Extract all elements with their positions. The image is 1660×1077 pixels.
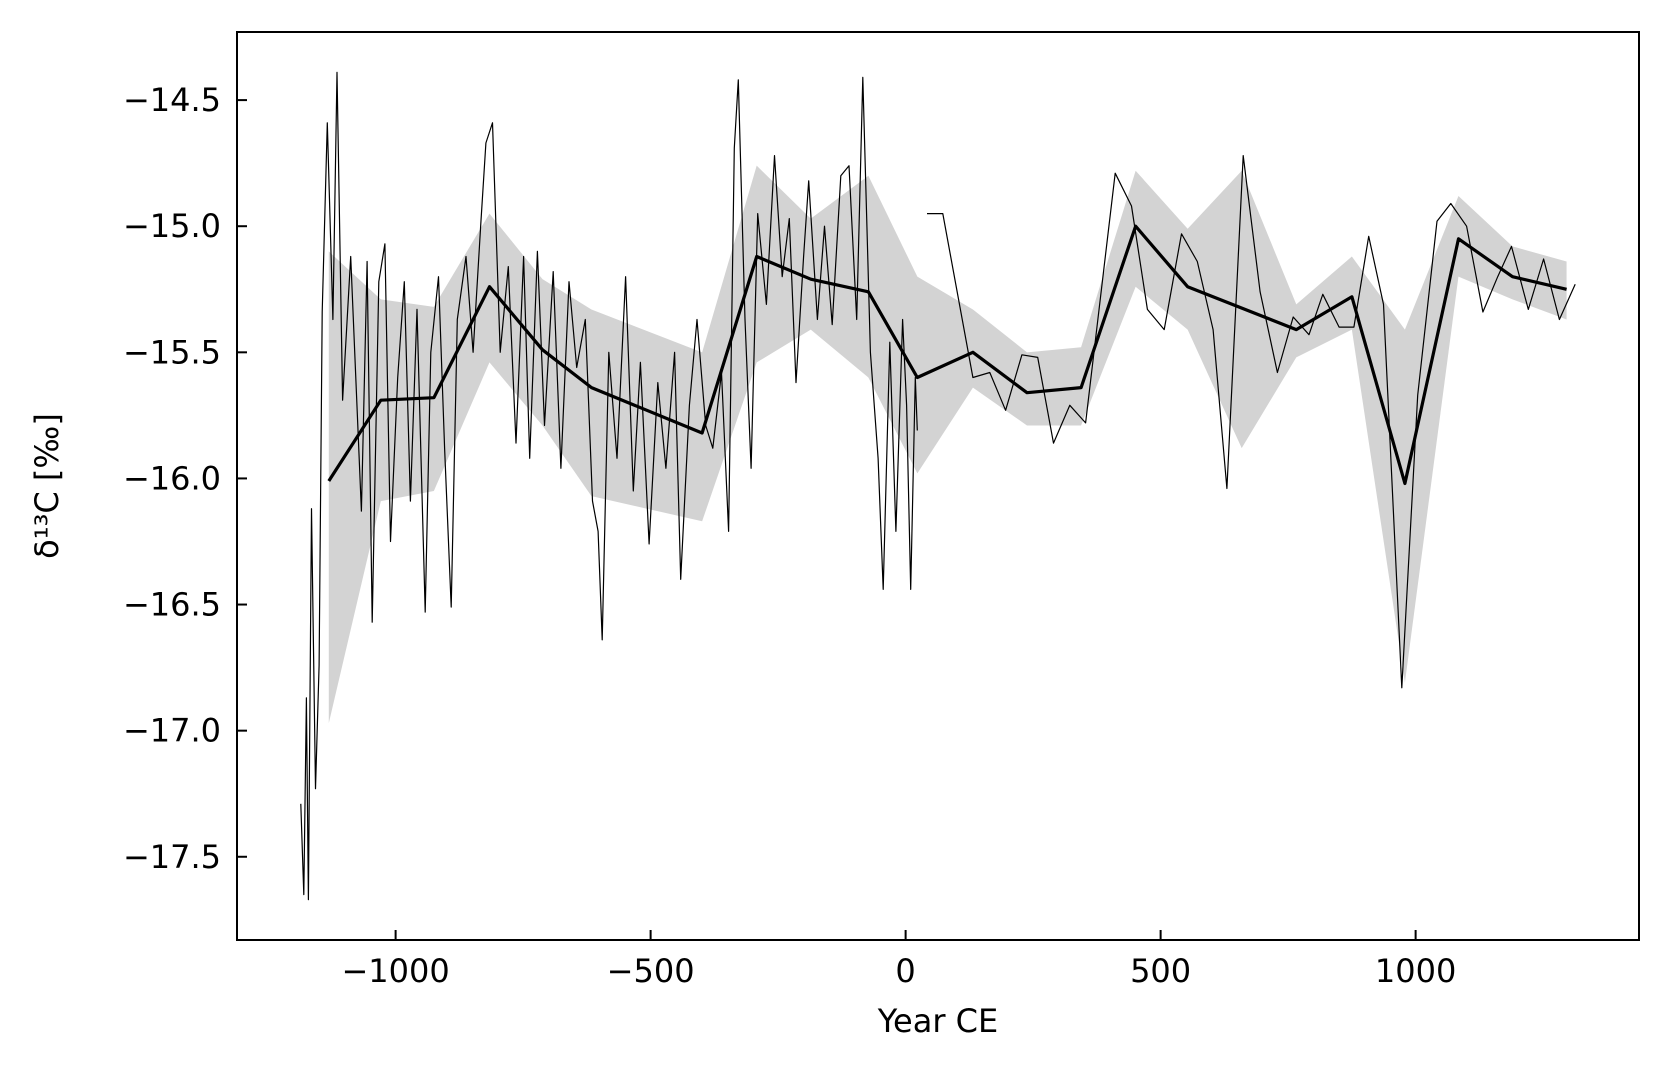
x-tick-label: −500 [607,952,695,990]
x-tick-label: 1000 [1375,952,1456,990]
x-tick-label: 500 [1130,952,1191,990]
y-tick-label: −16.0 [123,459,221,497]
band [328,165,1567,724]
x-axis-label: Year CE [877,1002,998,1040]
x-tick-label: 0 [895,952,915,990]
y-axis-label: δ¹³C [‰] [28,413,66,559]
y-tick-label: −16.5 [123,586,221,624]
data-line [327,224,1567,486]
y-tick-label: −15.5 [123,333,221,371]
y-tick-label: −17.0 [123,712,221,750]
x-tick-label: −1000 [341,952,449,990]
y-tick-label: −14.5 [123,81,221,119]
y-tick-label: −15.0 [123,207,221,245]
data-line [300,71,1576,901]
plot-frame [236,31,1640,941]
y-tick-label: −17.5 [123,838,221,876]
